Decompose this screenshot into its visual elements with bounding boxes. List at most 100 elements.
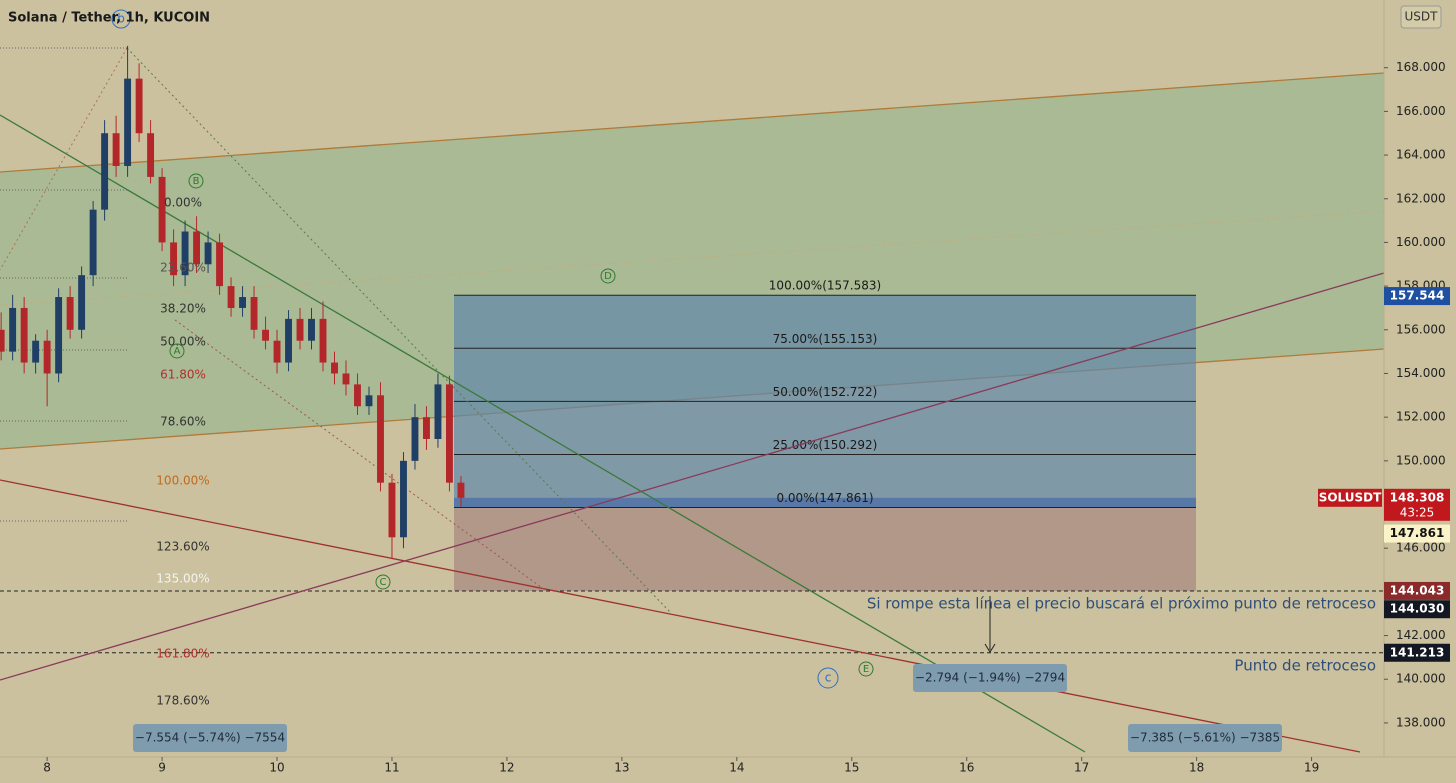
trend-line [0,114,1086,753]
note: Si rompe esta línea el precio buscará el… [867,595,1376,613]
level-label: 25.00%(150.292) [773,438,878,452]
price-tag [1384,581,1450,600]
candle-body [181,231,189,276]
candle-body [377,395,384,483]
price-tag [1384,287,1450,306]
y-tick-label: 152.000 [1396,410,1446,424]
measure-box [1128,724,1282,752]
candle-body [193,231,201,265]
candle-body [319,318,327,363]
fib-label: 23.60% [160,261,206,275]
currency-box[interactable] [1400,5,1442,29]
y-tick-label: 160.000 [1396,235,1446,249]
candle-body [216,242,224,287]
price-tag-label: 147.861 [1390,526,1445,540]
y-tick-label: 164.000 [1396,148,1446,162]
countdown: 43:25 [1400,505,1435,519]
fib-labels: 0.00% 23.60% 38.20% 50.00% 61.80% 78.60%… [156,196,209,708]
wave-label: B [193,176,200,187]
trend-line [0,479,1361,753]
y-tick-label: 138.000 [1396,715,1446,729]
x-tick-label: 12 [499,761,514,775]
symbol-label: SOLUSDT [1319,490,1382,504]
candle-body [354,384,361,407]
candle-body [434,384,442,439]
candle-body [423,417,430,439]
trend-line [0,272,1385,681]
price-tag [1384,524,1450,543]
measure-label: −2.794 (−1.94%) −2794 [915,671,1065,685]
currency[interactable]: USDT [1405,10,1439,24]
candle-body [204,242,212,265]
price-tag-label: 141.213 [1390,645,1445,659]
dotted-line [126,47,671,613]
wave-label: E [863,664,869,675]
y-tick-label: 168.000 [1396,60,1446,74]
y-tick-label: 166.000 [1396,104,1446,118]
dotted-line [174,319,546,591]
x-tick-label: 17 [1074,761,1089,775]
candle-body [147,133,155,177]
candle-body [273,340,281,363]
measure-box [913,664,1067,692]
fib-label: 135.00% [156,572,209,586]
candle-body [20,307,28,363]
measure-label: −7.385 (−5.61%) −7385 [1130,731,1280,745]
x-tick-label: 14 [729,761,744,775]
x-tick-label: 19 [1304,761,1319,775]
fib-label: 78.60% [160,415,206,429]
wave-circle [600,268,616,284]
price-tag-label: 157.544 [1390,289,1445,303]
price-tag-label: 148.308 [1390,490,1445,504]
candle-body [331,362,338,374]
candle-body [0,329,5,352]
price-tag [1384,600,1450,619]
note: Punto de retroceso [1234,657,1376,675]
candle-body [32,340,40,363]
x-tick-label: 18 [1189,761,1204,775]
wave-label: b [117,12,125,26]
fib-label: 178.60% [156,694,209,708]
candle-body [66,297,74,330]
candle-body [124,78,132,166]
price-tag [1384,488,1450,521]
axes: 138.000140.000142.000144.000146.000148.0… [43,60,1450,775]
chart-title: Solana / Tether, 1h, KUCOIN [8,11,210,26]
x-tick-label: 8 [43,761,51,775]
candle-body [296,318,304,341]
candle-body [112,133,120,166]
candle-body [89,209,97,276]
symbol-tag [1318,488,1382,507]
wave-circle [375,574,391,590]
current-band [454,497,1196,508]
candles [0,45,465,560]
candle-body [285,318,292,363]
candle-body [135,78,143,134]
y-tick-label: 146.000 [1396,541,1446,555]
fib-label: 0.00% [164,196,202,210]
x-tick-label: 9 [158,761,166,775]
x-tick-label: 10 [269,761,284,775]
y-tick-label: 156.000 [1396,322,1446,336]
fib-label: 61.80% [160,368,206,382]
wave-circle [817,667,839,689]
wave-circle [188,173,204,189]
level-label: 100.00%(157.583) [769,279,881,293]
measure-box [133,724,287,752]
level-label: 50.00%(152.722) [773,385,878,399]
candle-body [388,482,396,538]
fib-label: 161.80% [156,647,209,661]
candle-body [9,307,17,352]
candle-body [43,340,51,374]
candle-body [446,384,453,483]
fib-label: 100.00% [156,474,209,488]
price-tag [1384,643,1450,662]
channel-top [0,72,1385,173]
fib-label: 123.60% [156,540,209,554]
candle-body [342,373,350,385]
candle-body [239,297,246,308]
wave-label: c [825,671,832,685]
x-tick-label: 15 [844,761,859,775]
position-box: 100.00%(157.583) 75.00%(155.153) 50.00%(15… [454,279,1196,591]
candle-body [308,318,315,341]
